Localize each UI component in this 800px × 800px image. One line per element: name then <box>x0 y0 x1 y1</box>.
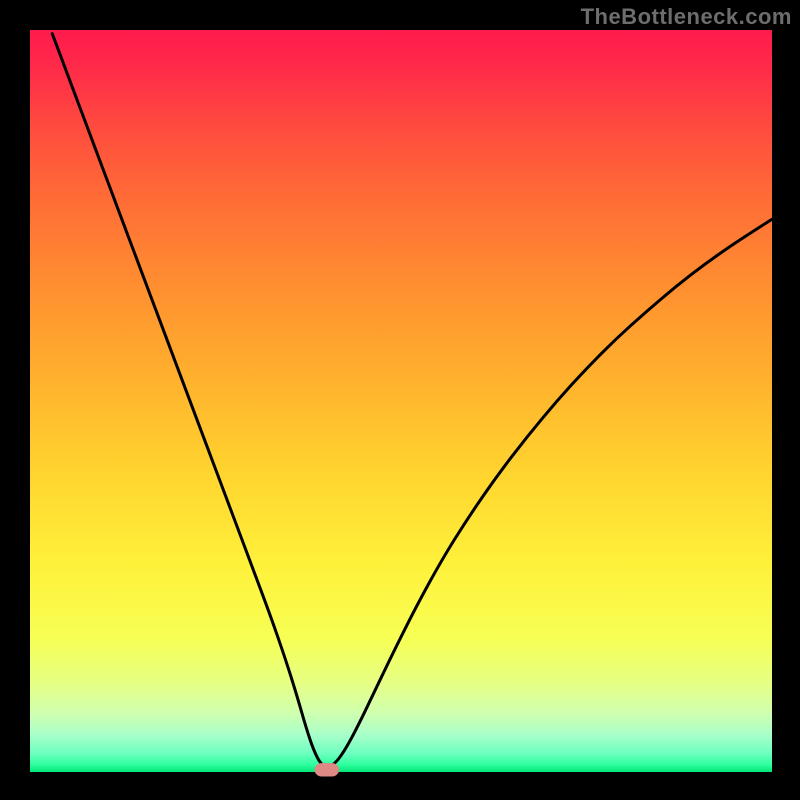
bottleneck-chart <box>0 0 800 800</box>
plot-background <box>30 30 772 772</box>
minimum-marker <box>315 763 339 776</box>
chart-container: TheBottleneck.com <box>0 0 800 800</box>
watermark-text: TheBottleneck.com <box>581 4 792 30</box>
